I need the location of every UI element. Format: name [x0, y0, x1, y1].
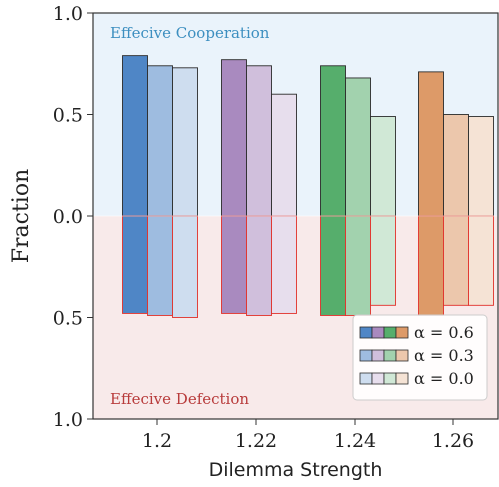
x-tick-label: 1.24: [334, 430, 376, 452]
bar-defection-1.24-series-1: [345, 215, 371, 316]
bar-cooperation-1.24-series-2: [370, 116, 396, 217]
bar-cooperation-1.26-series-2: [468, 116, 494, 217]
bar-defection-1.26-series-1: [443, 215, 469, 306]
bar-cooperation-1.24-series-1: [345, 77, 371, 217]
legend-swatch: [359, 372, 373, 385]
bar-defection-1.22-series-1: [246, 215, 272, 316]
legend-entry: α = 0.3: [414, 346, 474, 365]
bar-defection-1.2-series-0: [122, 215, 148, 314]
y-axis-ticks: 1.0 0.5 0.0 0.5 1.0: [53, 3, 93, 431]
bar-cooperation-1.24-series-0: [320, 65, 346, 217]
bar-defection-1.2-series-2: [172, 215, 198, 318]
y-tick-label: 0.5: [53, 105, 83, 127]
x-tick-label: 1.22: [235, 430, 277, 452]
bar-defection-1.22-series-0: [221, 215, 247, 314]
y-tick-label: 0.0: [53, 206, 83, 228]
x-tick-label: 1.26: [432, 430, 474, 452]
legend-swatch: [395, 326, 409, 339]
legend-swatch: [383, 349, 397, 362]
legend-swatch: [359, 349, 373, 362]
bar-cooperation-1.22-series-0: [221, 59, 247, 217]
legend-swatch: [395, 349, 409, 362]
bar-cooperation-1.2-series-1: [147, 65, 173, 217]
bar-defection-1.26-series-0: [418, 215, 444, 316]
bar-defection-1.24-series-2: [370, 215, 396, 306]
bar-cooperation-1.22-series-1: [246, 65, 272, 217]
bar-defection-1.24-series-0: [320, 215, 346, 316]
legend-swatch: [371, 349, 385, 362]
bar-cooperation-1.26-series-0: [418, 71, 444, 217]
legend: α = 0.6 α = 0.3 α = 0.0: [352, 314, 488, 401]
annotation-cooperation: Effecive Cooperation: [110, 24, 270, 42]
bar-cooperation-1.2-series-0: [122, 55, 148, 217]
x-tick-label: 1.2: [142, 430, 172, 452]
y-axis-label: Fraction: [9, 169, 34, 264]
legend-swatch: [359, 326, 373, 339]
legend-entry: α = 0.0: [414, 369, 474, 388]
annotation-defection: Effecive Defection: [110, 390, 249, 408]
y-tick-label: 0.5: [53, 308, 83, 330]
x-axis-label: Dilemma Strength: [209, 459, 383, 481]
bar-cooperation-1.22-series-2: [271, 93, 297, 217]
legend-swatch: [383, 326, 397, 339]
bar-defection-1.2-series-1: [147, 215, 173, 316]
legend-entry: α = 0.6: [414, 323, 474, 342]
legend-swatch: [371, 372, 385, 385]
legend-swatch: [395, 372, 409, 385]
legend-swatch: [371, 326, 385, 339]
x-axis-ticks: 1.2 1.22 1.24 1.26: [142, 419, 474, 452]
y-tick-label: 1.0: [53, 409, 83, 431]
y-tick-label: 1.0: [53, 3, 83, 25]
bar-cooperation-1.2-series-2: [172, 67, 198, 217]
bar-defection-1.22-series-2: [271, 215, 297, 314]
bar-cooperation-1.26-series-1: [443, 114, 469, 217]
legend-swatch: [383, 372, 397, 385]
bar-defection-1.26-series-2: [468, 215, 494, 306]
